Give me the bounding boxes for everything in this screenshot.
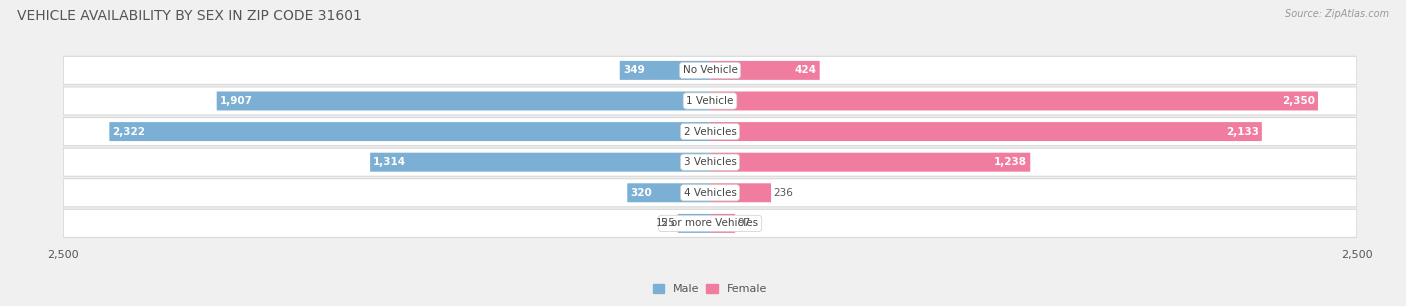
Text: 3 Vehicles: 3 Vehicles [683,157,737,167]
FancyBboxPatch shape [217,91,710,110]
Text: 97: 97 [737,218,751,228]
FancyBboxPatch shape [710,153,1031,172]
Text: 2,322: 2,322 [112,127,145,136]
Text: 1,907: 1,907 [219,96,253,106]
FancyBboxPatch shape [110,122,710,141]
FancyBboxPatch shape [678,214,710,233]
FancyBboxPatch shape [710,91,1317,110]
FancyBboxPatch shape [63,56,1357,84]
Text: 424: 424 [794,65,817,75]
Text: Source: ZipAtlas.com: Source: ZipAtlas.com [1285,9,1389,19]
FancyBboxPatch shape [63,148,1357,176]
FancyBboxPatch shape [710,122,1261,141]
FancyBboxPatch shape [710,61,820,80]
Legend: Male, Female: Male, Female [654,284,766,294]
FancyBboxPatch shape [370,153,710,172]
Text: 236: 236 [773,188,793,198]
Text: VEHICLE AVAILABILITY BY SEX IN ZIP CODE 31601: VEHICLE AVAILABILITY BY SEX IN ZIP CODE … [17,9,361,23]
FancyBboxPatch shape [63,118,1357,146]
Text: 2,133: 2,133 [1226,127,1258,136]
Text: 2 Vehicles: 2 Vehicles [683,127,737,136]
FancyBboxPatch shape [710,183,770,202]
Text: 1 Vehicle: 1 Vehicle [686,96,734,106]
Text: 349: 349 [623,65,644,75]
Text: 2,350: 2,350 [1282,96,1315,106]
FancyBboxPatch shape [627,183,710,202]
FancyBboxPatch shape [63,209,1357,237]
Text: 320: 320 [630,188,652,198]
Text: 1,238: 1,238 [994,157,1028,167]
Text: No Vehicle: No Vehicle [682,65,738,75]
Text: 125: 125 [655,218,676,228]
FancyBboxPatch shape [710,214,735,233]
Text: 1,314: 1,314 [373,157,406,167]
Text: 5 or more Vehicles: 5 or more Vehicles [661,218,759,228]
FancyBboxPatch shape [63,87,1357,115]
FancyBboxPatch shape [63,179,1357,207]
Text: 4 Vehicles: 4 Vehicles [683,188,737,198]
FancyBboxPatch shape [620,61,710,80]
